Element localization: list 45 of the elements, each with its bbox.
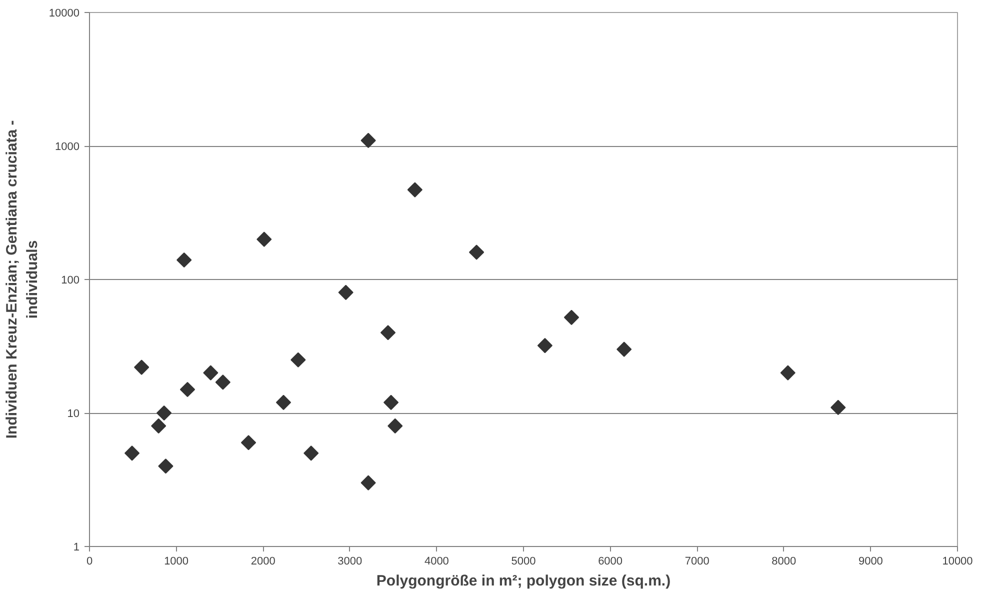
x-tick-label: 0 xyxy=(86,556,93,568)
point xyxy=(830,400,846,416)
x-tick-label: 2000 xyxy=(250,556,276,568)
y-tick-label: 10 xyxy=(67,408,80,420)
point xyxy=(360,475,376,490)
point xyxy=(134,360,150,375)
point xyxy=(158,458,174,474)
point xyxy=(360,132,376,148)
point xyxy=(256,232,272,247)
point xyxy=(383,394,399,410)
point xyxy=(215,374,230,390)
point xyxy=(240,435,256,450)
point xyxy=(338,284,354,300)
y-tick-label: 10000 xyxy=(48,8,80,20)
y-axis-title: Individuen Kreuz-Enzian; Gentiana cruciata - individuals xyxy=(4,120,41,439)
x-tick-label: 9000 xyxy=(858,556,883,568)
y-tick-label: 100 xyxy=(61,274,80,286)
point xyxy=(468,244,484,260)
point xyxy=(276,394,292,410)
point xyxy=(537,338,553,354)
point xyxy=(564,310,580,325)
y-tick-label: 1000 xyxy=(55,141,80,153)
point xyxy=(180,382,196,398)
x-tick-label: 4000 xyxy=(424,556,449,568)
point xyxy=(156,405,172,421)
x-axis-title: Polygongröße in m²; polygon size (sq.m.) xyxy=(376,572,671,590)
point xyxy=(290,352,306,368)
point xyxy=(407,182,422,198)
point xyxy=(124,446,140,461)
x-tick-label: 5000 xyxy=(511,556,536,568)
x-tick-label: 7000 xyxy=(684,556,710,568)
y-tick-label: 1 xyxy=(73,542,80,554)
point xyxy=(616,342,632,357)
x-tick-label: 8000 xyxy=(772,556,796,568)
point xyxy=(176,252,192,268)
point xyxy=(151,418,166,434)
point xyxy=(388,418,403,434)
point xyxy=(380,325,396,340)
x-tick-label: 3000 xyxy=(338,556,362,568)
x-tick-label: 10000 xyxy=(942,556,973,568)
point xyxy=(203,365,218,380)
x-tick-label: 1000 xyxy=(164,556,189,568)
point xyxy=(304,446,319,461)
point xyxy=(780,365,796,380)
x-tick-label: 6000 xyxy=(598,556,623,568)
